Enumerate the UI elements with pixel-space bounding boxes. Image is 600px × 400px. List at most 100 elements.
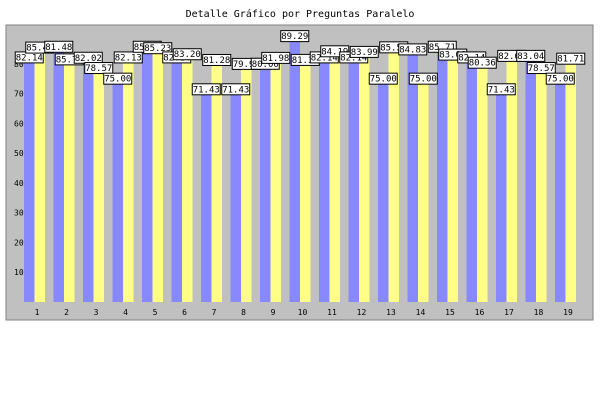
x-tick-label: 14	[416, 308, 426, 317]
data-label-series-2-12: 83.99	[349, 45, 379, 58]
svg-text:75.00: 75.00	[410, 75, 437, 85]
svg-text:82.65: 82.65	[498, 52, 525, 62]
svg-text:78.57: 78.57	[528, 64, 555, 74]
svg-text:81.48: 81.48	[45, 43, 72, 53]
x-tick-label: 6	[182, 308, 187, 317]
x-tick-label: 8	[241, 308, 246, 317]
svg-text:89.29: 89.29	[281, 32, 308, 42]
bar-series-2-16	[477, 62, 488, 302]
x-tick-label: 19	[563, 308, 573, 317]
bar-series-2-14	[418, 78, 429, 303]
y-tick-label: 40	[14, 179, 24, 188]
x-axis: 1 2 3 4 5 6 7 8 9 10 11 12 13 14 15 16 17 18 19	[35, 308, 573, 317]
data-label-series-1-17: 71.43	[486, 83, 516, 96]
data-label-series-1-4: 75.00	[103, 72, 133, 85]
svg-text:82.13: 82.13	[115, 53, 142, 63]
data-label-series-1-14: 84.83	[398, 43, 428, 56]
svg-text:82.14: 82.14	[340, 53, 367, 63]
svg-text:80.00: 80.00	[252, 60, 279, 70]
data-label-series-2-4: 82.13	[113, 51, 143, 64]
x-tick-label: 16	[475, 308, 485, 317]
bar-series-1-5	[142, 46, 153, 303]
bar-series-1-6	[171, 57, 182, 302]
x-tick-label: 11	[327, 308, 337, 317]
x-tick-label: 9	[271, 308, 276, 317]
data-label-series-2-9: 81.98	[261, 51, 291, 64]
x-tick-label: 1	[35, 308, 40, 317]
bar-series-1-13	[378, 78, 389, 303]
data-label-series-1-18: 83.04	[516, 49, 546, 62]
svg-text:81.98: 81.98	[262, 54, 289, 64]
bar-series-1-10	[289, 36, 300, 302]
svg-text:81.71: 81.71	[557, 55, 584, 65]
data-label-series-1-7: 71.43	[191, 83, 221, 96]
x-tick-label: 12	[357, 308, 367, 317]
data-labels-group: 82.1485.4481.4885.7182.0278.5775.0082.13…	[14, 30, 586, 96]
svg-text:78.57: 78.57	[85, 64, 112, 74]
svg-text:84.83: 84.83	[399, 45, 426, 55]
x-tick-label: 3	[94, 308, 99, 317]
svg-text:83.99: 83.99	[351, 48, 378, 58]
svg-text:85.71: 85.71	[429, 43, 456, 53]
bar-series-2-19	[565, 58, 576, 303]
data-label-series-2-16: 80.36	[467, 56, 497, 69]
svg-text:79.96: 79.96	[233, 60, 260, 70]
svg-text:83.20: 83.20	[174, 50, 201, 60]
bar-series-1-17	[496, 89, 507, 302]
bar-series-2-9	[270, 57, 281, 303]
svg-text:71.43: 71.43	[222, 85, 249, 95]
bar-series-2-15	[447, 54, 458, 302]
x-tick-label: 4	[123, 308, 128, 317]
data-label-series-1-1: 82.14	[14, 51, 44, 64]
bar-series-2-10	[300, 59, 311, 303]
y-tick-label: 10	[14, 268, 24, 277]
bar-series-1-12	[348, 57, 359, 302]
svg-text:71.43: 71.43	[488, 85, 515, 95]
y-tick-label: 20	[14, 238, 24, 247]
bar-series-1-4	[112, 78, 123, 303]
bar-series-2-13	[388, 47, 399, 303]
data-label-series-2-18: 78.57	[526, 62, 556, 74]
svg-text:85.44: 85.44	[26, 44, 53, 54]
svg-text:85.23: 85.23	[144, 44, 171, 54]
x-tick-label: 2	[64, 308, 69, 317]
svg-text:75.00: 75.00	[104, 75, 131, 85]
data-label-series-2-3: 78.57	[84, 62, 114, 74]
svg-text:80.36: 80.36	[469, 59, 496, 69]
svg-text:75.00: 75.00	[370, 75, 397, 85]
svg-text:82.02: 82.02	[75, 54, 102, 64]
x-tick-label: 18	[534, 308, 544, 317]
svg-text:82.14: 82.14	[311, 53, 338, 63]
bar-series-1-8	[230, 89, 241, 302]
bar-series-1-9	[260, 63, 271, 303]
x-tick-label: 15	[445, 308, 455, 317]
data-label-series-2-19: 81.71	[556, 52, 586, 65]
bar-series-2-8	[241, 63, 252, 303]
bar-series-2-5	[152, 48, 163, 303]
y-tick-label: 80	[14, 60, 24, 69]
bar-series-1-1	[24, 57, 35, 302]
svg-text:71.43: 71.43	[193, 85, 220, 95]
y-tick-label: 60	[14, 119, 24, 128]
bar-series-1-11	[319, 57, 330, 302]
data-label-series-2-6: 83.20	[172, 48, 202, 61]
bar-series-1-15	[437, 46, 448, 303]
x-tick-label: 13	[386, 308, 396, 317]
y-tick-label: 30	[14, 209, 24, 218]
svg-text:83.08: 83.08	[439, 51, 466, 61]
bar-series-2-18	[536, 68, 547, 302]
y-axis: 10 20 30 40 50 60 70 80	[14, 60, 24, 277]
chart-title: Detalle Gráfico por Preguntas Paralelo	[185, 9, 415, 20]
bar-series-1-2	[53, 46, 64, 303]
data-label-series-1-8: 71.43	[221, 83, 251, 96]
bar-series-2-1	[34, 47, 45, 302]
bar-series-1-3	[83, 57, 94, 302]
y-tick-label: 50	[14, 149, 24, 158]
data-label-series-2-14: 75.00	[408, 72, 438, 85]
svg-text:84.19: 84.19	[321, 47, 348, 57]
svg-text:85.52: 85.52	[380, 43, 407, 53]
x-tick-label: 5	[153, 308, 158, 317]
bar-series-1-16	[466, 57, 477, 302]
data-label-series-1-2: 81.48	[44, 40, 74, 53]
bar-series-2-7	[211, 59, 222, 303]
